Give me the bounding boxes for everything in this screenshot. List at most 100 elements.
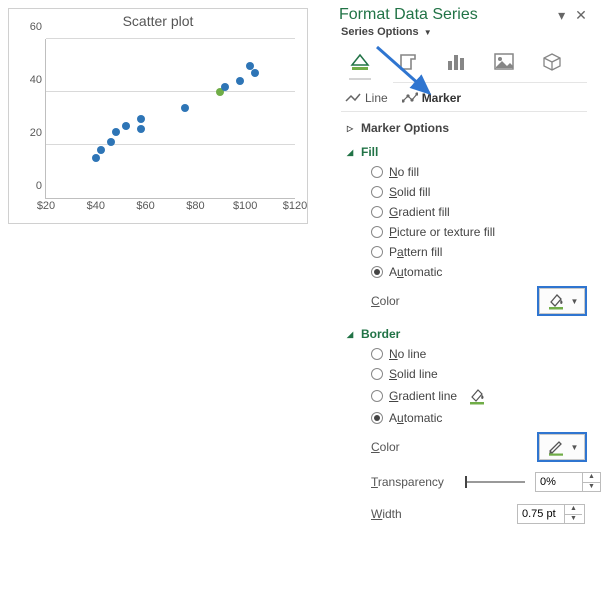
radio-label: Gradient line (389, 389, 457, 403)
spin-down-icon[interactable]: ▼ (583, 483, 600, 492)
data-point[interactable] (221, 83, 229, 91)
width-spinner[interactable]: ▲▼ (517, 504, 585, 524)
size-category-icon[interactable] (443, 50, 469, 74)
pane-title: Format Data Series (339, 6, 478, 24)
transparency-input[interactable] (536, 473, 582, 491)
data-point[interactable] (181, 104, 189, 112)
x-tick: $100 (225, 198, 265, 212)
fill-radios-auto[interactable]: Automatic (371, 262, 585, 282)
fill-label: Fill (361, 145, 378, 159)
data-point[interactable] (251, 69, 259, 77)
border-color-row: Color ▼ (347, 428, 585, 466)
series-options-dropdown[interactable]: Series Options ▼ (333, 26, 595, 44)
border-options: No line Solid line Gradient line Automatic (347, 344, 585, 428)
3d-category-icon[interactable] (539, 50, 565, 74)
x-tick: $80 (175, 198, 215, 212)
data-point[interactable] (236, 77, 244, 85)
transparency-slider[interactable] (465, 481, 525, 483)
collapse-icon: ◢ (347, 148, 357, 157)
border-label: Border (361, 327, 400, 341)
pane-dropdown-icon[interactable]: ▾ (554, 7, 570, 24)
transparency-row: Transparency ▲▼ (347, 466, 585, 498)
transparency-spinner[interactable]: ▲▼ (535, 472, 601, 492)
radio-icon (371, 390, 383, 402)
marker-options-label: Marker Options (361, 121, 449, 135)
chevron-down-icon: ▼ (422, 28, 432, 37)
border-radios-auto[interactable]: Automatic (371, 408, 585, 428)
marker-options-section[interactable]: ▷ Marker Options (347, 118, 585, 138)
width-input[interactable] (518, 505, 564, 523)
y-tick: 40 (18, 74, 46, 86)
width-label: Width (371, 507, 461, 521)
divider (341, 111, 587, 112)
border-color-button[interactable]: ▼ (539, 434, 585, 460)
radio-icon (371, 368, 383, 380)
fill-color-label: Color (371, 294, 461, 308)
chevron-down-icon: ▼ (571, 443, 579, 452)
radio-label: No fill (389, 165, 419, 179)
data-point[interactable] (246, 62, 254, 70)
data-point[interactable] (122, 122, 130, 130)
data-point[interactable] (137, 115, 145, 123)
x-tick: $60 (126, 198, 166, 212)
collapse-icon: ◢ (347, 330, 357, 339)
radio-label: Gradient fill (389, 205, 450, 219)
spin-down-icon[interactable]: ▼ (565, 515, 582, 524)
category-icons (333, 44, 595, 82)
radio-icon (371, 206, 383, 218)
x-tick: $20 (26, 198, 66, 212)
radio-label: Pattern fill (389, 245, 442, 259)
fill-radios-pic[interactable]: Picture or texture fill (371, 222, 585, 242)
radio-icon (371, 348, 383, 360)
data-point[interactable] (97, 146, 105, 154)
data-point[interactable] (137, 125, 145, 133)
spin-up-icon[interactable]: ▲ (565, 505, 582, 515)
chart-title: Scatter plot (9, 9, 307, 31)
radio-icon (371, 186, 383, 198)
expand-icon: ▷ (347, 124, 357, 133)
picture-category-icon[interactable] (491, 50, 517, 74)
radio-label: Solid fill (389, 185, 430, 199)
pane-close-icon[interactable]: ✕ (573, 7, 589, 24)
radio-icon (371, 266, 383, 278)
border-radios-solid[interactable]: Solid line (371, 364, 585, 384)
tab-marker[interactable]: Marker (402, 91, 461, 105)
fill-line-category-icon[interactable] (347, 50, 373, 74)
radio-icon (371, 246, 383, 258)
fill-section-header[interactable]: ◢ Fill (347, 142, 585, 162)
fill-color-button[interactable]: ▼ (539, 288, 585, 314)
radio-icon (371, 166, 383, 178)
fill-radios-patt[interactable]: Pattern fill (371, 242, 585, 262)
divider (393, 82, 587, 83)
data-point[interactable] (112, 128, 120, 136)
effects-category-icon[interactable] (395, 50, 421, 74)
format-data-series-pane: Format Data Series ▾ ✕ Series Options ▼ (333, 2, 595, 610)
paint-icon (467, 387, 487, 405)
fill-color-row: Color ▼ (347, 282, 585, 320)
line-marker-tabs: Line Marker (333, 87, 595, 111)
y-tick: 60 (18, 21, 46, 33)
transparency-label: Transparency (371, 475, 461, 489)
radio-label: Automatic (389, 265, 442, 279)
data-point[interactable] (107, 138, 115, 146)
plot-area: 0204060$20$40$60$80$100$120 (45, 39, 295, 199)
radio-label: Automatic (389, 411, 442, 425)
scatter-chart: Scatter plot 0204060$20$40$60$80$100$120 (8, 8, 308, 224)
x-tick: $40 (76, 198, 116, 212)
fill-radios-grad[interactable]: Gradient fill (371, 202, 585, 222)
spin-up-icon[interactable]: ▲ (583, 473, 600, 483)
y-tick: 0 (18, 180, 46, 192)
border-color-label: Color (371, 440, 461, 454)
width-row: Width ▲▼ (347, 498, 585, 530)
x-tick: $120 (275, 198, 315, 212)
border-radios-none[interactable]: No line (371, 344, 585, 364)
fill-radios-none[interactable]: No fill (371, 162, 585, 182)
radio-label: Picture or texture fill (389, 225, 495, 239)
border-section-header[interactable]: ◢ Border (347, 324, 585, 344)
border-radios-grad[interactable]: Gradient line (371, 384, 585, 408)
radio-label: Solid line (389, 367, 438, 381)
data-point[interactable] (92, 154, 100, 162)
tab-line[interactable]: Line (345, 91, 388, 105)
fill-radios-solid[interactable]: Solid fill (371, 182, 585, 202)
tab-line-label: Line (365, 91, 388, 105)
